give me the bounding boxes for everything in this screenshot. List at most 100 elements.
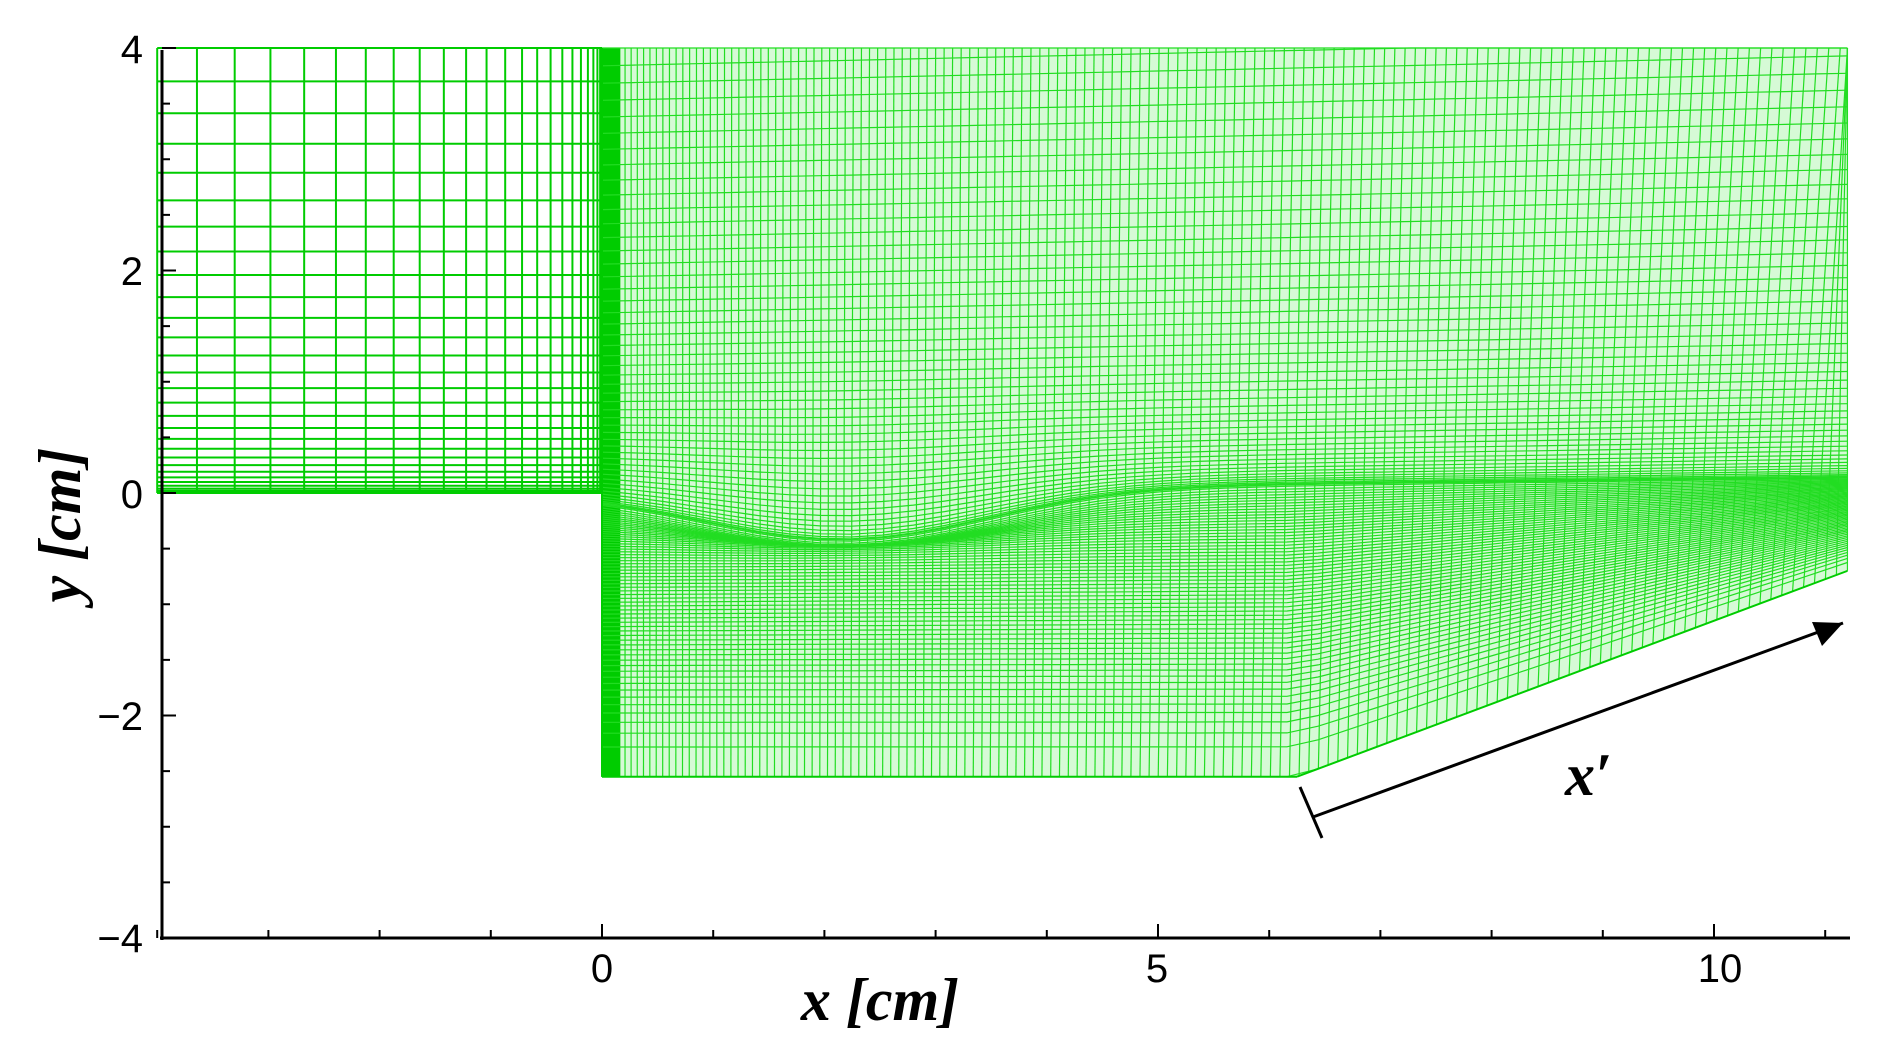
mesh-horizontal-line [601,450,1848,490]
x-tick-label: 5 [1146,947,1168,991]
mesh-horizontal-line [601,497,1848,553]
mesh-vertical-line [709,47,711,777]
mesh-vertical-line [882,47,887,777]
mesh-vertical-line [811,47,815,777]
mesh-horizontal-line [601,169,1848,196]
mesh-vertical-line [1194,47,1208,777]
mesh-horizontal-line [601,513,1848,596]
mesh-vertical-line [1506,47,1532,699]
mesh-horizontal-line [601,445,1848,483]
mesh-horizontal-line [602,540,1848,678]
mesh-vertical-line [898,47,903,777]
mesh-horizontal-line [601,342,1848,367]
ramp-boundary [1296,569,1848,778]
mesh-horizontal-line [601,495,1848,551]
mesh-horizontal-line [601,507,1848,578]
mesh-vertical-line [1148,47,1160,777]
mesh-vertical-line [1317,47,1335,769]
mesh-vertical-line [819,47,823,777]
mesh-horizontal-line [601,252,1848,278]
mesh-vertical-line [890,47,895,777]
mesh-horizontal-line [601,465,1848,517]
mesh-horizontal-line [601,435,1848,467]
mesh-horizontal-line [601,481,1848,548]
mesh-horizontal-line [601,480,1848,547]
mesh-horizontal-line [601,479,1848,546]
mesh-horizontal-line [601,361,1848,385]
mesh-horizontal-line [601,183,1848,211]
mesh-horizontal-line [602,546,1848,698]
y-tick-label: 4 [121,28,143,72]
mesh-vertical-line [796,47,800,777]
mesh-vertical-line [1058,47,1068,777]
mesh-vertical-line [1356,47,1376,755]
mesh-vertical-line [981,47,988,777]
mesh-vertical-line [1041,47,1050,777]
mesh-horizontal-line [601,514,1848,599]
y-tick-label: −2 [97,695,143,739]
mesh-horizontal-line [601,429,1848,460]
mesh-vertical-line [788,47,792,777]
mesh-horizontal-line [601,106,1848,134]
mesh-horizontal-line [601,288,1848,314]
mesh-horizontal-line [601,474,1848,535]
mesh-horizontal-line [601,535,1848,661]
mesh-horizontal-line [601,525,1848,632]
mesh-horizontal-line [601,461,1848,511]
mesh-horizontal-line [602,557,1848,734]
mesh-vertical-line [1308,47,1325,773]
mesh-vertical-line [723,47,726,777]
mesh-horizontal-line [601,520,1848,615]
mesh-vertical-line [759,47,762,777]
mesh-horizontal-line [601,72,1848,101]
mesh-vertical-line [730,47,733,777]
mesh-horizontal-line [601,476,1848,540]
mesh-horizontal-line [601,410,1848,435]
mesh-vertical-line [773,47,777,777]
mesh-vertical-line [1076,47,1086,777]
mesh-horizontal-line [602,501,1848,562]
mesh-vertical-line [874,47,879,777]
annotation-arrow: x′ [1298,621,1844,839]
x-prime-tail-bar [1298,786,1324,839]
mesh-horizontal-line [601,537,1848,667]
mesh-vertical-line [702,47,705,777]
mesh-vertical-line [1176,47,1189,777]
mesh-horizontal-line [601,544,1848,691]
mesh-vertical-line [716,47,719,777]
mesh-horizontal-line [601,379,1848,403]
mesh-horizontal-line [601,153,1848,181]
mesh-vertical-line [1425,47,1448,729]
mesh-horizontal-line [601,506,1848,575]
mesh-horizontal-line [601,370,1848,394]
y-tick-label: −4 [97,917,143,961]
mesh-horizontal-line [601,494,1848,549]
mesh-horizontal-line [601,533,1848,656]
mesh-horizontal-line [602,403,1848,427]
mesh-vertical-line [1466,47,1489,714]
mesh-vertical-line [1269,47,1285,777]
mesh-horizontal-line [601,311,1848,336]
mesh-horizontal-line [601,55,1848,84]
mesh-vertical-line [1241,47,1256,777]
mesh-vertical-line [922,47,928,777]
mesh-vertical-line [1050,47,1059,777]
x-prime-arrowhead [1812,622,1843,646]
mesh-horizontal-line [601,512,1848,592]
mesh-horizontal-line [601,502,1848,565]
mesh-vertical-line [1157,47,1170,777]
mesh-horizontal-line [601,467,1848,522]
mesh-grid [156,47,1849,778]
mesh-vertical-line [964,47,971,777]
mesh-vertical-line [1250,47,1266,777]
mesh-vertical-line [1496,47,1521,702]
mesh-vertical-line [1185,47,1198,777]
mesh-vertical-line [1346,47,1365,758]
y-tick-label: 2 [121,250,143,294]
axis-ticks [156,47,1827,939]
mesh-horizontal-line [601,472,1848,532]
mesh-horizontal-line [601,517,1848,607]
mesh-horizontal-line [602,499,1848,557]
mesh-horizontal-line [601,332,1848,357]
mesh-horizontal-line [601,395,1848,419]
